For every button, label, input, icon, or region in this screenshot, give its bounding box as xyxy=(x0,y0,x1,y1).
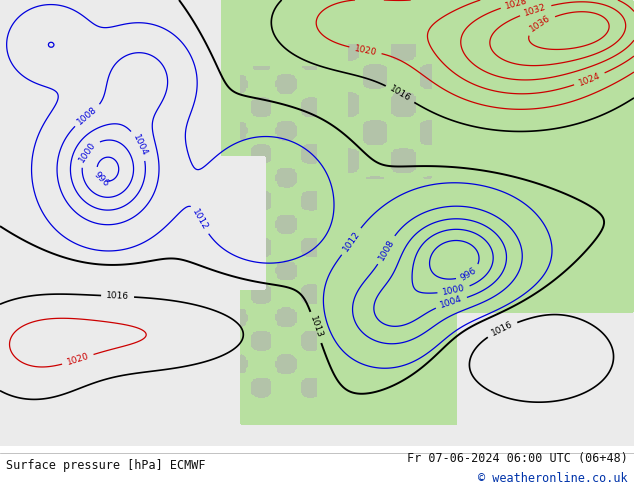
Text: © weatheronline.co.uk: © weatheronline.co.uk xyxy=(478,472,628,486)
Text: 996: 996 xyxy=(459,266,479,282)
Text: 1004: 1004 xyxy=(439,294,463,310)
Text: 1012: 1012 xyxy=(341,229,361,253)
Text: Surface pressure [hPa] ECMWF: Surface pressure [hPa] ECMWF xyxy=(6,459,206,472)
Text: 1028: 1028 xyxy=(504,0,529,11)
Text: Fr 07-06-2024 06:00 UTC (06+48): Fr 07-06-2024 06:00 UTC (06+48) xyxy=(407,452,628,465)
Text: 1000: 1000 xyxy=(442,284,466,297)
Text: 1016: 1016 xyxy=(106,291,129,301)
Text: 1008: 1008 xyxy=(377,238,396,262)
Text: 1000: 1000 xyxy=(77,140,98,164)
Text: 1036: 1036 xyxy=(528,14,552,34)
Text: 996: 996 xyxy=(93,170,111,188)
Text: 1016: 1016 xyxy=(490,320,514,338)
Text: 1013: 1013 xyxy=(308,315,324,340)
Text: 1024: 1024 xyxy=(578,71,602,88)
Text: 1020: 1020 xyxy=(65,352,90,367)
Text: 1008: 1008 xyxy=(75,104,99,126)
Text: 1004: 1004 xyxy=(131,133,149,158)
Text: 1020: 1020 xyxy=(353,44,378,57)
Text: 1016: 1016 xyxy=(388,84,412,103)
Text: 1032: 1032 xyxy=(523,2,548,18)
Text: 1012: 1012 xyxy=(191,207,210,232)
